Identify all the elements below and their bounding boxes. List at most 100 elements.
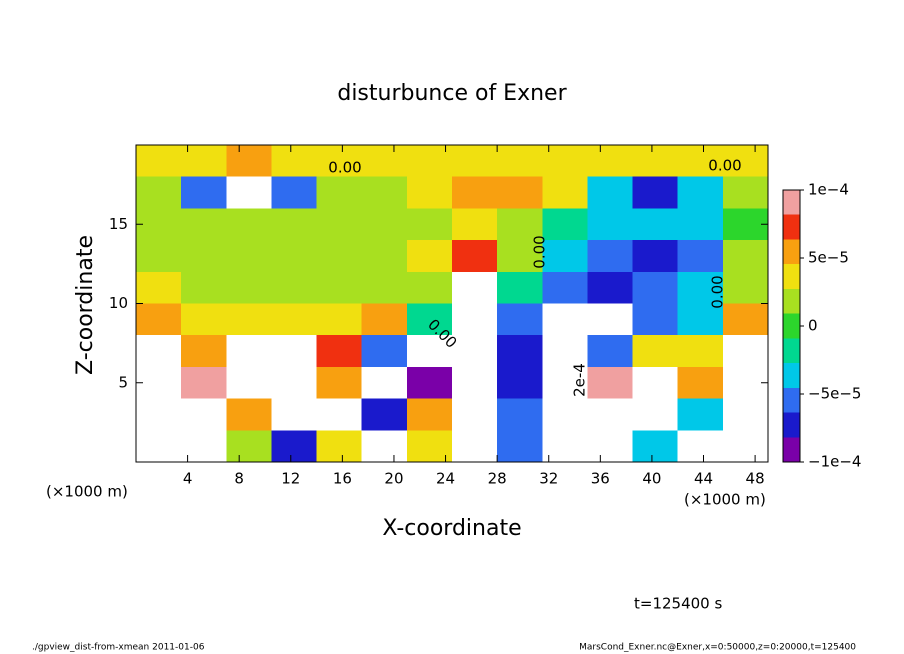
cell	[497, 208, 543, 241]
cell	[587, 271, 633, 304]
cell	[361, 366, 407, 399]
cell	[722, 176, 768, 209]
cell	[136, 366, 182, 399]
x-tick-label: 20	[384, 470, 403, 488]
cell	[632, 430, 678, 462]
cell	[226, 430, 272, 462]
cell	[136, 271, 182, 304]
cell	[181, 430, 227, 462]
cell	[497, 145, 543, 177]
cell	[361, 398, 407, 431]
cell	[587, 303, 633, 336]
contour-label: 0.00	[708, 157, 741, 175]
cell	[677, 145, 723, 177]
cell	[316, 208, 362, 241]
colorbar-swatch	[783, 313, 800, 339]
cell	[632, 303, 678, 336]
cell	[181, 366, 227, 399]
cell	[542, 366, 588, 399]
colorbar-swatch	[783, 412, 800, 438]
cell	[497, 303, 543, 336]
cell	[136, 398, 182, 431]
footer-right: MarsCond_Exner.nc@Exner,x=0:50000,z=0:20…	[579, 643, 856, 653]
colorbar-swatch	[783, 363, 800, 388]
cell	[677, 240, 723, 272]
cell	[136, 145, 182, 177]
cell	[722, 145, 768, 177]
cell	[406, 398, 452, 431]
x-tick-label: 16	[333, 470, 352, 488]
cell	[271, 240, 317, 272]
cell	[497, 398, 543, 431]
cell	[406, 335, 452, 367]
cell	[632, 208, 678, 241]
cell	[542, 240, 588, 272]
cell	[497, 430, 543, 462]
footer-left: ./gpview_dist-from-xmean 2011-01-06	[32, 643, 205, 653]
x-tick-label: 48	[746, 470, 765, 488]
cell	[226, 303, 272, 336]
colorbar-tick-label: −5e−5	[808, 385, 861, 403]
cell	[226, 145, 272, 177]
cell	[587, 366, 633, 399]
cell	[361, 430, 407, 462]
cell	[542, 430, 588, 462]
chart-title: disturbunce of Exner	[337, 81, 567, 106]
cell	[677, 176, 723, 209]
cell	[497, 176, 543, 209]
cell	[452, 240, 498, 272]
cell	[406, 176, 452, 209]
cell	[226, 398, 272, 431]
x-unit: (×1000 m)	[46, 483, 128, 501]
cell	[271, 176, 317, 209]
contour-label: 0.00	[531, 235, 549, 268]
x-tick-label: 40	[642, 470, 661, 488]
cell	[452, 335, 498, 367]
cell	[497, 271, 543, 304]
y-tick-label: 15	[109, 215, 128, 233]
cell	[452, 303, 498, 336]
colorbar-tick-label: 1e−4	[808, 181, 849, 199]
x-axis-label: X-coordinate	[382, 516, 521, 541]
cell	[632, 176, 678, 209]
cell	[181, 240, 227, 272]
time-label: t=125400 s	[634, 595, 722, 613]
cell	[226, 366, 272, 399]
cell	[271, 271, 317, 304]
cell	[361, 335, 407, 367]
colorbar-tick-label: 5e−5	[808, 249, 849, 267]
cell	[316, 335, 362, 367]
cell	[316, 240, 362, 272]
cell	[136, 430, 182, 462]
cell	[632, 145, 678, 177]
cell	[587, 208, 633, 241]
cell	[542, 271, 588, 304]
cell	[452, 176, 498, 209]
contour-label: 2e-4	[571, 363, 589, 397]
cell	[677, 366, 723, 399]
cell	[226, 208, 272, 241]
cell	[361, 145, 407, 177]
x-tick-label: 4	[183, 470, 193, 488]
colorbar-tick-label: 0	[808, 317, 818, 335]
cell	[226, 240, 272, 272]
x-unit-right: (×1000 m)	[684, 491, 766, 509]
cell	[361, 208, 407, 241]
cell	[271, 430, 317, 462]
x-tick-label: 8	[234, 470, 244, 488]
cell	[632, 335, 678, 367]
x-tick-label: 28	[488, 470, 507, 488]
cell	[271, 398, 317, 431]
cell	[361, 271, 407, 304]
colorbar-swatch	[783, 288, 800, 314]
cell	[361, 176, 407, 209]
x-tick-label: 32	[539, 470, 558, 488]
cell	[587, 145, 633, 177]
cell	[452, 271, 498, 304]
cell	[677, 335, 723, 367]
x-tick-label: 12	[281, 470, 300, 488]
cell	[497, 335, 543, 367]
cell	[632, 366, 678, 399]
cell	[406, 240, 452, 272]
colorbar-swatch	[783, 338, 800, 364]
